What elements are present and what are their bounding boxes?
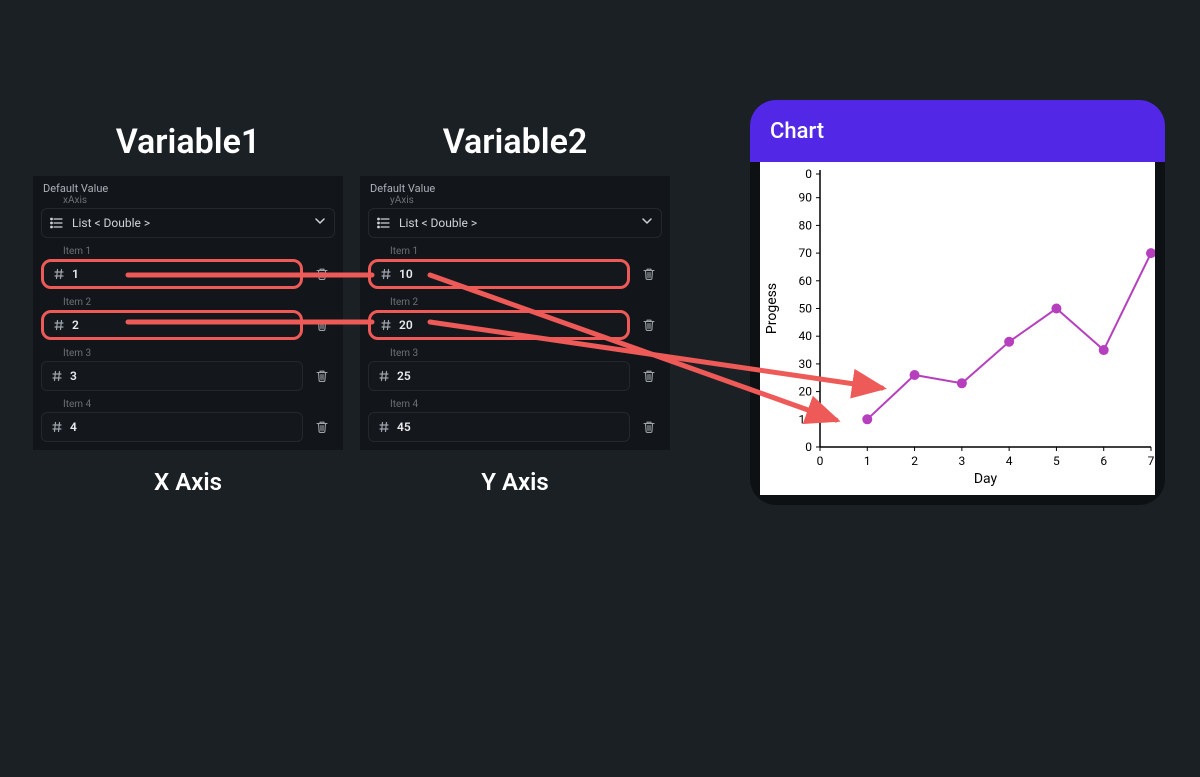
item-value-field[interactable]: 10 <box>368 259 630 289</box>
delete-item-button[interactable] <box>636 412 662 442</box>
svg-text:7: 7 <box>1148 454 1155 468</box>
item-value: 2 <box>72 318 79 332</box>
chevron-down-icon <box>314 215 326 231</box>
item-value-field[interactable]: 20 <box>368 310 630 340</box>
svg-text:Day: Day <box>974 471 998 487</box>
item-caption: Item 2 <box>63 297 335 308</box>
chevron-down-icon <box>641 215 653 231</box>
item-value-field[interactable]: 3 <box>41 361 303 391</box>
svg-text:4: 4 <box>1006 454 1013 468</box>
svg-text:50: 50 <box>799 302 813 316</box>
delete-item-button[interactable] <box>636 310 662 340</box>
svg-text:1: 1 <box>864 454 871 468</box>
item-value-field[interactable]: 25 <box>368 361 630 391</box>
svg-text:30: 30 <box>799 357 813 371</box>
svg-text:10: 10 <box>799 412 813 426</box>
chart-title: Chart <box>770 119 824 144</box>
item-caption: Item 1 <box>63 246 335 257</box>
list-item: Item 1 10 <box>368 246 662 289</box>
item-value-field[interactable]: 4 <box>41 412 303 442</box>
item-caption: Item 3 <box>63 348 335 359</box>
svg-text:40: 40 <box>799 329 813 343</box>
svg-text:20: 20 <box>799 385 813 399</box>
section-label: Default Value <box>360 176 670 195</box>
line-chart: 0102030405060708090001234567DayProgess <box>760 162 1155 495</box>
delete-item-button[interactable] <box>309 310 335 340</box>
chart-header: Chart <box>750 100 1165 162</box>
variable1-heading: Variable1 <box>33 122 343 162</box>
hash-icon <box>379 319 393 331</box>
section-label: Default Value <box>33 176 343 195</box>
item-value-field[interactable]: 2 <box>41 310 303 340</box>
list-item: Item 4 4 <box>41 399 335 442</box>
item-caption: Item 4 <box>63 399 335 410</box>
svg-text:70: 70 <box>799 246 813 260</box>
axis-micro-label: xAxis <box>33 195 343 208</box>
list-item: Item 4 45 <box>368 399 662 442</box>
type-selector[interactable]: List < Double > <box>368 208 662 238</box>
delete-item-button[interactable] <box>309 259 335 289</box>
type-text: List < Double > <box>399 216 641 230</box>
svg-text:6: 6 <box>1100 454 1107 468</box>
item-caption: Item 3 <box>390 348 662 359</box>
hash-icon <box>379 268 393 280</box>
svg-text:Progess: Progess <box>764 283 780 334</box>
variable1-footer: X Axis <box>33 468 343 496</box>
item-value: 4 <box>70 420 77 434</box>
svg-text:3: 3 <box>958 454 965 468</box>
item-value: 1 <box>72 267 79 281</box>
list-icon <box>50 216 64 230</box>
hash-icon <box>377 370 391 382</box>
hash-icon <box>50 370 64 382</box>
item-caption: Item 4 <box>390 399 662 410</box>
item-value: 3 <box>70 369 77 383</box>
list-item: Item 3 3 <box>41 348 335 391</box>
delete-item-button[interactable] <box>636 361 662 391</box>
item-value: 20 <box>399 318 413 332</box>
chart-card: Chart 0102030405060708090001234567DayPro… <box>750 100 1165 505</box>
axis-micro-label: yAxis <box>360 195 670 208</box>
item-value: 45 <box>397 420 411 434</box>
delete-item-button[interactable] <box>309 412 335 442</box>
svg-text:0: 0 <box>805 167 812 181</box>
item-value-field[interactable]: 45 <box>368 412 630 442</box>
variable2-footer: Y Axis <box>360 468 670 496</box>
hash-icon <box>52 319 66 331</box>
list-item: Item 2 2 <box>41 297 335 340</box>
list-icon <box>377 216 391 230</box>
hash-icon <box>52 268 66 280</box>
delete-item-button[interactable] <box>636 259 662 289</box>
list-item: Item 2 20 <box>368 297 662 340</box>
delete-item-button[interactable] <box>309 361 335 391</box>
svg-text:90: 90 <box>799 191 813 205</box>
item-value: 25 <box>397 369 411 383</box>
chart-plot-area: 0102030405060708090001234567DayProgess <box>760 162 1155 495</box>
list-item: Item 3 25 <box>368 348 662 391</box>
variable1-panel: Variable1 Default Value xAxis List < Dou… <box>33 176 343 450</box>
list-item: Item 1 1 <box>41 246 335 289</box>
svg-text:2: 2 <box>911 454 918 468</box>
item-value: 10 <box>399 267 413 281</box>
variable2-heading: Variable2 <box>360 122 670 162</box>
type-selector[interactable]: List < Double > <box>41 208 335 238</box>
type-text: List < Double > <box>72 216 314 230</box>
svg-text:0: 0 <box>817 454 824 468</box>
item-value-field[interactable]: 1 <box>41 259 303 289</box>
svg-text:80: 80 <box>799 218 813 232</box>
variable2-panel: Variable2 Default Value yAxis List < Dou… <box>360 176 670 450</box>
svg-text:60: 60 <box>799 274 813 288</box>
hash-icon <box>50 421 64 433</box>
hash-icon <box>377 421 391 433</box>
item-caption: Item 2 <box>390 297 662 308</box>
svg-text:5: 5 <box>1053 454 1060 468</box>
item-caption: Item 1 <box>390 246 662 257</box>
svg-text:0: 0 <box>805 440 812 454</box>
